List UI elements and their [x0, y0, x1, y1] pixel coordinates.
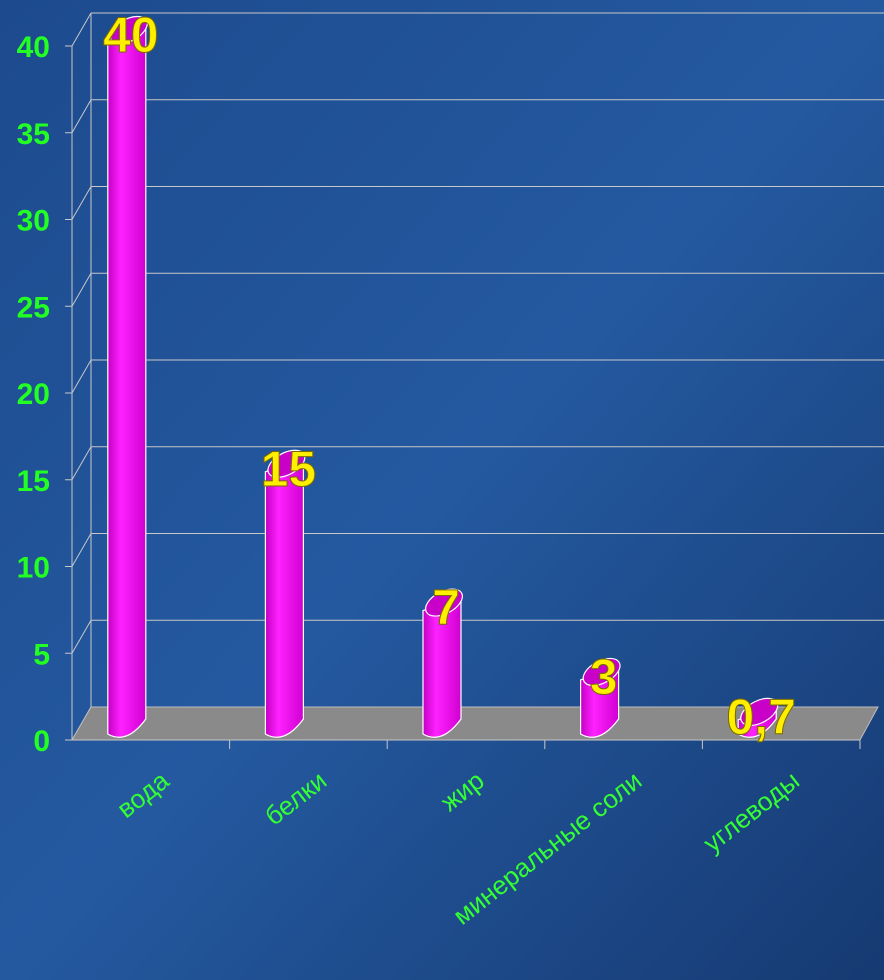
gridline-diagonal: [71, 186, 92, 220]
bar-body: [107, 23, 147, 738]
data-label: 3: [590, 649, 618, 705]
y-tick-label: 20: [17, 378, 50, 411]
bar-top-cap: [425, 588, 463, 617]
y-tick-label: 40: [17, 31, 50, 64]
bar-top-cap: [267, 449, 306, 478]
gridline-diagonal: [71, 620, 92, 654]
y-tick-label: 35: [17, 118, 50, 151]
gridline-diagonal: [71, 99, 92, 133]
bar: [737, 697, 779, 738]
data-labels: 40 15 7 3 0,7: [102, 7, 796, 746]
grid: [71, 12, 884, 741]
bar-top-cap: [740, 697, 779, 726]
y-tick-label: 0: [33, 725, 50, 758]
gridline-diagonal: [71, 446, 92, 480]
bar: [580, 657, 621, 738]
y-axis-ticks: 0 5 10 15 20 25 30 35 40: [17, 31, 72, 758]
bar-body: [422, 595, 462, 738]
bar-top-cap: [109, 15, 148, 45]
gridline-diagonal: [71, 533, 92, 567]
y-tick-label: 25: [17, 291, 50, 324]
bar-top-cap: [582, 657, 621, 687]
gridline-diagonal: [71, 273, 92, 307]
y-tick-label: 15: [17, 465, 50, 498]
gridline-diagonal: [71, 12, 92, 47]
gridline-diagonal: [71, 359, 92, 394]
data-label: 15: [261, 441, 317, 497]
y-tick-label: 10: [17, 552, 50, 585]
bar: [107, 15, 148, 738]
bar: [264, 449, 306, 738]
y-tick-label: 30: [17, 205, 50, 238]
bar: [422, 588, 463, 738]
data-label: 0,7: [726, 689, 796, 745]
bars: [107, 15, 779, 738]
data-label: 40: [103, 7, 159, 63]
data-label: 7: [432, 580, 460, 636]
bar-body: [264, 456, 304, 738]
y-tick-label: 5: [33, 638, 50, 671]
